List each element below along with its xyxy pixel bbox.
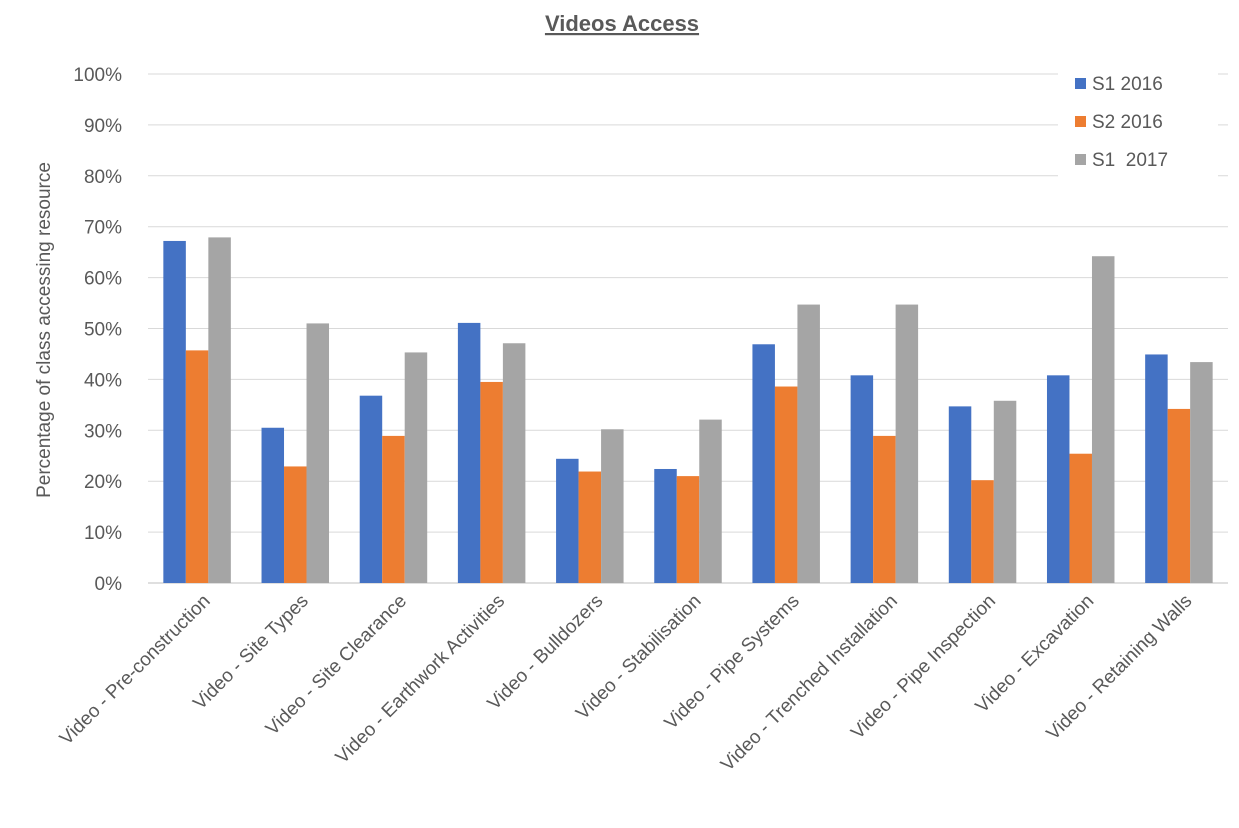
bar: [502, 343, 526, 583]
y-tick-label: 90%: [84, 116, 122, 137]
legend-label: S2 2016: [1092, 112, 1163, 133]
y-tick-label: 100%: [73, 65, 122, 86]
bar: [185, 350, 209, 583]
bar: [359, 395, 383, 583]
bar: [948, 406, 972, 583]
y-axis-title: Percentage of class accessing resource: [34, 162, 55, 498]
y-tick-label: 20%: [84, 472, 122, 493]
bar: [895, 304, 919, 583]
bar: [1145, 354, 1168, 583]
legend: S1 2016 S2 2016 S1 2017: [1058, 62, 1218, 187]
x-category-label: Video - Earthwork Activities: [332, 591, 509, 768]
y-tick-label: 30%: [84, 421, 122, 442]
bar: [850, 375, 874, 583]
bar: [404, 352, 428, 583]
y-tick-label: 50%: [84, 320, 122, 341]
bar: [873, 435, 896, 583]
bar: [578, 471, 602, 583]
bar: [752, 344, 775, 583]
y-tick-label: 10%: [84, 523, 122, 544]
bar: [676, 476, 700, 583]
bar: [1069, 453, 1092, 583]
bars: [163, 237, 1213, 584]
legend-label: S1 2017: [1092, 150, 1168, 171]
bar: [457, 322, 481, 583]
legend-swatch: [1075, 154, 1086, 165]
bar: [480, 381, 503, 583]
bar: [208, 237, 231, 584]
bar: [601, 429, 624, 583]
bar: [1190, 362, 1213, 583]
y-tick-label: 70%: [84, 218, 122, 239]
bar: [382, 435, 405, 583]
bar: [1167, 408, 1191, 583]
bar: [163, 240, 186, 583]
y-tick-label: 60%: [84, 269, 122, 290]
bar: [284, 466, 307, 583]
chart-title: Videos Access: [545, 11, 699, 36]
bar: [993, 400, 1017, 583]
x-category-label: Video - Pre-construction: [56, 591, 215, 750]
bar: [797, 304, 820, 583]
y-axis-ticks: 0% 10% 20% 30% 40% 50% 60% 70% 80% 90% 100%: [73, 65, 122, 595]
legend-swatch: [1075, 78, 1086, 89]
bar: [971, 480, 994, 583]
y-tick-label: 0%: [95, 574, 123, 595]
bar: [699, 419, 722, 583]
legend-label: S1 2016: [1092, 74, 1163, 95]
bar: [774, 386, 798, 583]
bar: [654, 468, 677, 583]
y-tick-label: 40%: [84, 370, 122, 391]
legend-swatch: [1075, 116, 1086, 127]
bar: [1046, 375, 1070, 583]
bar: [261, 427, 285, 583]
x-category-label: Video - Trenched Installation: [717, 591, 902, 776]
bar: [306, 323, 330, 583]
bar: [1091, 256, 1115, 583]
bar: [556, 458, 579, 583]
y-tick-label: 80%: [84, 167, 122, 188]
